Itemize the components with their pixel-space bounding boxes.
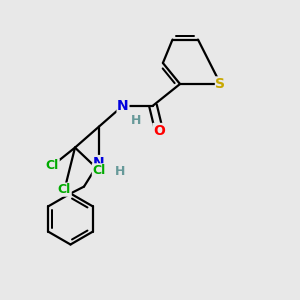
Text: H: H: [131, 113, 142, 127]
Text: O: O: [153, 124, 165, 137]
Text: S: S: [215, 77, 226, 91]
Text: Cl: Cl: [46, 159, 59, 172]
Text: Cl: Cl: [92, 164, 106, 177]
Text: N: N: [117, 99, 129, 112]
Text: Cl: Cl: [58, 183, 71, 196]
Text: N: N: [93, 156, 105, 170]
Text: H: H: [115, 165, 125, 178]
